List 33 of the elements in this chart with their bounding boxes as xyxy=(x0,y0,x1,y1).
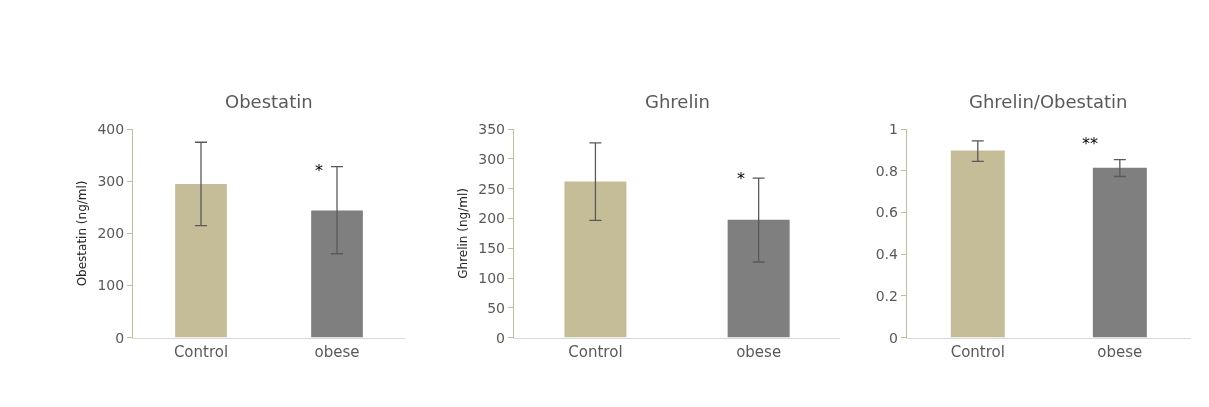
y-tick-label: 50 xyxy=(487,299,506,316)
x-tick-label: obese xyxy=(314,342,360,361)
x-tick-label: Control xyxy=(568,342,623,361)
annotation: * xyxy=(315,161,323,180)
x-tick-label: obese xyxy=(1097,342,1143,361)
x-tick-label: Control xyxy=(173,342,229,361)
x-tick-label: Control xyxy=(950,342,1005,361)
y-tick-label: 300 xyxy=(97,173,125,190)
y-tick-label: 350 xyxy=(478,121,506,138)
y-tick-label: 200 xyxy=(478,210,506,227)
y-tick-label: 250 xyxy=(478,180,506,197)
y-tick-label: 0.4 xyxy=(875,246,899,263)
y-tick-label: 150 xyxy=(478,240,506,257)
chart-title: Ghrelin xyxy=(645,91,710,112)
y-tick-label: 0.2 xyxy=(875,287,898,304)
y-tick-label: 100 xyxy=(97,277,125,294)
chart-title: Ghrelin/Obestatin xyxy=(969,91,1128,112)
chart-title: Obestatin xyxy=(225,91,313,112)
y-tick-label: 0 xyxy=(496,329,506,346)
annotation: * xyxy=(737,169,745,188)
y-tick-label: 0.8 xyxy=(875,162,898,179)
y-tick-label: 0.6 xyxy=(875,204,899,221)
y-tick-label: 100 xyxy=(478,269,506,286)
y-tick-label: 300 xyxy=(478,150,506,167)
y-axis-title: Ghrelin (ng/ml) xyxy=(455,188,470,279)
annotation: ** xyxy=(1082,134,1098,153)
y-tick-label: 0 xyxy=(889,329,898,346)
y-tick-label: 1 xyxy=(889,121,898,138)
y-tick-label: 400 xyxy=(97,121,125,138)
y-tick-label: 200 xyxy=(97,225,125,242)
y-axis-title: Obestatin (ng/ml) xyxy=(74,180,89,287)
x-tick-label: obese xyxy=(736,342,782,361)
y-tick-label: 0 xyxy=(115,329,125,346)
